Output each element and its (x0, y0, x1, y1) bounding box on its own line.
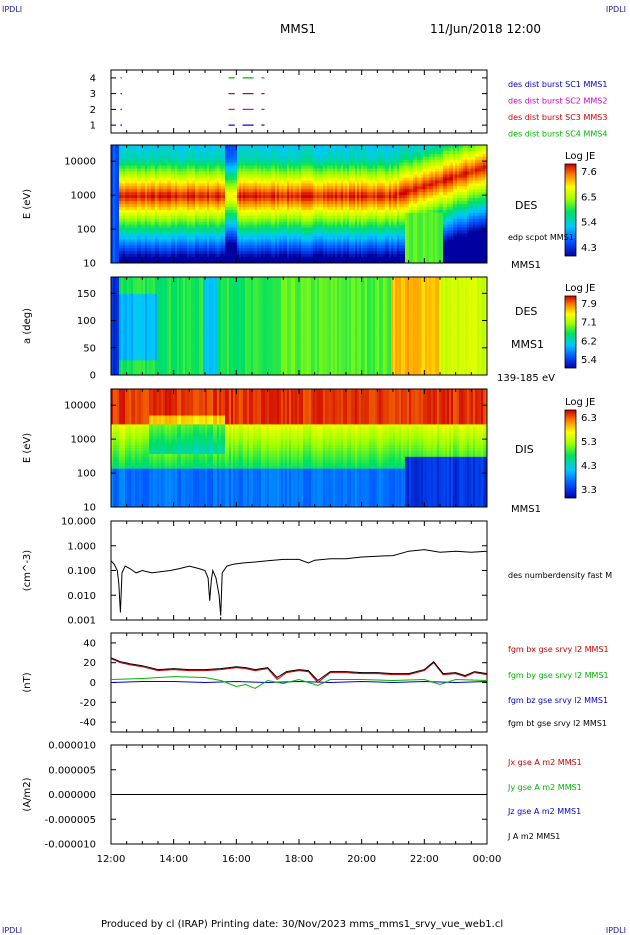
des-energy-ytick: 10000 (64, 157, 96, 168)
time-axis-tick: 00:00 (473, 854, 502, 865)
availability-legend-entry: des dist burst SC4 MMS4 (508, 130, 607, 139)
availability-legend-entry: des dist burst SC3 MMS3 (508, 113, 607, 122)
bfield-legend-entry: fgm bt gse srvy l2 MMS1 (508, 719, 607, 728)
availability-ytick: 3 (90, 89, 96, 100)
dis-energy-colorbar-tick: 3.3 (581, 485, 597, 496)
des-pitch-spectrogram (111, 277, 487, 375)
dis-energy-ytick: 10 (83, 503, 96, 514)
des-energy-colorbar-tick: 5.4 (581, 218, 597, 229)
des-energy-ytick: 10 (83, 259, 96, 270)
dis-energy-colorbar (565, 410, 576, 498)
des-energy-colorbar-tick: 4.3 (581, 243, 597, 254)
bfield-legend-entry: fgm bz gse srvy l2 MMS1 (508, 696, 608, 705)
des-pitch-colorbar-tick: 7.9 (581, 299, 597, 310)
current-ytick: 0.000000 (48, 790, 96, 801)
des-pitch-ytick: 50 (83, 343, 96, 354)
des-energy-ylabel: E (eV) (22, 189, 33, 219)
des-energy-colorbar (565, 164, 576, 256)
bfield-ytick: 40 (83, 638, 96, 649)
footer-credits: Produced by cl (IRAP) Printing date: 30/… (101, 919, 503, 930)
bfield-ytick: -20 (80, 698, 96, 709)
density-ylabel: (cm^-3) (22, 550, 33, 591)
des-energy-spacecraft: MMS1 (511, 260, 541, 271)
des-pitch-ytick: 0 (90, 371, 96, 382)
density-ytick: 0.001 (67, 616, 96, 627)
bfield-ytick: 0 (90, 678, 96, 689)
current-ylabel: (A/m2) (22, 777, 33, 811)
des-pitch-energy-range: 139-185 eV (497, 373, 555, 384)
bfield-frame (111, 633, 487, 732)
bfield-series-line (111, 659, 487, 683)
bfield-ytick: 20 (83, 658, 96, 669)
current-legend-entry: Jy gse A m2 MMS1 (507, 783, 582, 792)
des-pitch-ytick: 150 (77, 289, 96, 300)
dis-energy-ylabel: E (eV) (22, 433, 33, 463)
des-energy-ytick: 1000 (71, 191, 96, 202)
dis-energy-ytick: 1000 (71, 435, 96, 446)
time-axis-tick: 22:00 (410, 854, 439, 865)
dis-energy-colorbar-tick: 5.3 (581, 437, 597, 448)
dis-energy-ytick: 10000 (64, 401, 96, 412)
availability-legend-entry: des dist burst SC1 MMS1 (508, 80, 607, 89)
bfield-legend-entry: fgm by gse srvy l2 MMS1 (508, 671, 609, 680)
dis-energy-spacecraft: MMS1 (511, 504, 541, 515)
density-ytick: 0.010 (67, 591, 96, 602)
des-energy-overlay-label: edp scpot MMS1 (508, 233, 574, 242)
bfield-ylabel: (nT) (22, 672, 33, 692)
des-pitch-colorbar-tick: 7.1 (581, 318, 597, 329)
current-legend-entry: Jx gse A m2 MMS1 (507, 758, 582, 767)
bfield-ytick: -40 (80, 718, 96, 729)
dis-energy-spectrogram (111, 389, 487, 507)
dis-energy-instrument: DIS (515, 443, 534, 456)
availability-ytick: 4 (90, 73, 96, 84)
des-pitch-ytick: 100 (77, 316, 96, 327)
des-pitch-colorbar (565, 296, 576, 368)
time-axis-tick: 20:00 (347, 854, 376, 865)
current-legend-entry: J A m2 MMS1 (507, 832, 560, 841)
time-axis-tick: 18:00 (285, 854, 314, 865)
current-ytick: -0.000005 (45, 815, 96, 826)
bfield-legend-entry: fgm bx gse srvy l2 MMS1 (508, 645, 609, 654)
current-legend-entry: Jz gse A m2 MMS1 (507, 807, 581, 816)
dis-energy-colorbar-tick: 4.3 (581, 461, 597, 472)
des-energy-colorbar-tick: 6.5 (581, 192, 597, 203)
des-energy-colorbar-tick: 7.6 (581, 167, 597, 178)
time-axis-tick: 16:00 (222, 854, 251, 865)
time-axis-tick: 14:00 (159, 854, 188, 865)
des-energy-colorbar-label: Log JE (565, 151, 595, 162)
density-ytick: 1.000 (67, 541, 96, 552)
time-axis-tick: 12:00 (97, 854, 126, 865)
density-series-label: des numberdensity fast M (508, 571, 612, 580)
des-pitch-colorbar-tick: 5.4 (581, 355, 597, 366)
bfield-series-line (111, 677, 487, 689)
des-pitch-spacecraft: MMS1 (511, 338, 544, 351)
density-ytick: 10.000 (61, 517, 96, 528)
des-pitch-instrument: DES (515, 305, 537, 318)
des-pitch-colorbar-label: Log JE (565, 283, 595, 294)
availability-legend-entry: des dist burst SC2 MMS2 (508, 97, 607, 106)
des-energy-ytick: 100 (77, 225, 96, 236)
availability-ytick: 1 (90, 121, 96, 132)
density-ytick: 0.100 (67, 566, 96, 577)
dis-energy-colorbar-label: Log JE (565, 397, 595, 408)
des-energy-spectrogram (111, 145, 487, 263)
des-energy-instrument: DES (515, 199, 537, 212)
dis-energy-ytick: 100 (77, 469, 96, 480)
current-ytick: 0.000005 (48, 765, 96, 776)
dis-energy-colorbar-tick: 6.3 (581, 413, 597, 424)
des-pitch-colorbar-tick: 6.2 (581, 336, 597, 347)
current-ytick: 0.000010 (48, 741, 96, 752)
des-pitch-ylabel: a (deg) (22, 308, 33, 344)
current-ytick: -0.000010 (45, 840, 96, 851)
availability-frame (111, 70, 487, 133)
availability-ytick: 2 (90, 105, 96, 116)
